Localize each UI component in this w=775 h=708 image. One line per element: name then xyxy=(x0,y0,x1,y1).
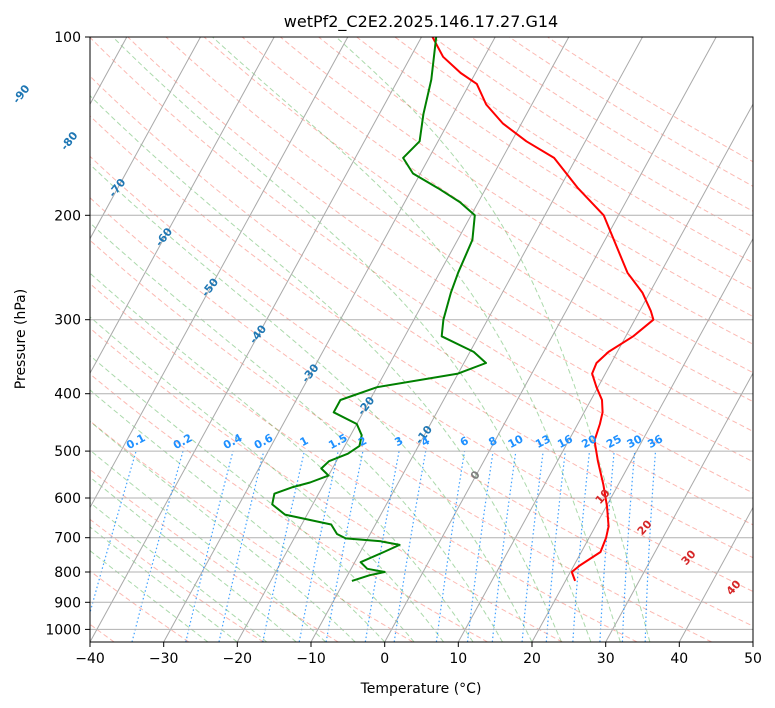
dewpoint-profile xyxy=(271,37,487,582)
y-tick-label: 100 xyxy=(54,30,81,46)
dry-adiabat xyxy=(90,197,753,627)
dry-adiabat xyxy=(280,37,753,345)
isotherm xyxy=(678,506,753,642)
dry-adiabat xyxy=(90,115,753,559)
mixing-ratio-line xyxy=(364,450,400,642)
x-tick-label: 10 xyxy=(449,651,467,667)
isotherm xyxy=(310,37,643,642)
isotherm-label: -90 xyxy=(10,82,33,106)
isotherm xyxy=(457,103,753,642)
x-tick-label: 20 xyxy=(523,651,541,667)
y-tick-label: 400 xyxy=(54,387,81,403)
dry-adiabat xyxy=(318,37,753,318)
mixing-ratio-label: 16 xyxy=(555,432,575,451)
mixing-ratio-label: 30 xyxy=(625,432,645,451)
mixing-ratio-label: 13 xyxy=(533,432,553,451)
x-tick-label: 0 xyxy=(380,651,389,667)
moist-adiabat xyxy=(90,316,444,642)
x-tick-label: 30 xyxy=(597,651,615,667)
dry-adiabat xyxy=(203,37,753,403)
dry-adiabat xyxy=(241,37,753,374)
x-tick-label: −40 xyxy=(75,651,105,667)
x-tick-label: 40 xyxy=(670,651,688,667)
moist-adiabat xyxy=(335,37,651,642)
moist-adiabat xyxy=(90,163,533,642)
mixing-ratio-line xyxy=(90,450,137,615)
dry-adiabat xyxy=(90,75,753,526)
mixing-ratio-line xyxy=(298,450,339,642)
isotherm xyxy=(90,37,422,642)
mixing-ratio-line xyxy=(218,450,265,642)
isotherm xyxy=(605,372,753,642)
isotherm xyxy=(90,37,349,509)
x-tick-label: −20 xyxy=(223,651,253,667)
x-axis-label: Temperature (°C) xyxy=(360,681,482,697)
dry-adiabat xyxy=(90,373,488,642)
y-axis-ticks: 100 200 300 400 500 600 700 800 900 1000 xyxy=(45,30,90,638)
y-tick-label: 500 xyxy=(54,444,81,460)
background-lines xyxy=(90,37,753,642)
x-tick-label: −10 xyxy=(296,651,326,667)
plot-background xyxy=(90,37,753,642)
mixing-ratio-label: 10 xyxy=(506,432,526,451)
moist-adiabat xyxy=(90,550,209,642)
isotherm-label: -80 xyxy=(58,129,81,153)
mixing-ratio-label: 20 xyxy=(579,432,599,451)
dry-adiabat xyxy=(90,282,638,642)
mixing-ratio-line xyxy=(521,451,544,642)
isotherm xyxy=(384,37,717,642)
moist-adiabat xyxy=(90,354,415,642)
dry-adiabat xyxy=(90,239,712,642)
y-tick-label: 600 xyxy=(54,491,81,507)
isotherm xyxy=(531,237,753,642)
plot-frame xyxy=(89,36,754,643)
mixing-ratio-line xyxy=(185,450,234,642)
y-tick-label: 300 xyxy=(54,313,81,329)
x-axis-ticks: −40 −30 −20 −10 0 10 20 30 40 50 xyxy=(75,642,762,667)
isotherm xyxy=(90,37,201,240)
moist-adiabat xyxy=(112,37,592,642)
isotherm xyxy=(236,37,570,642)
chart-title: wetPf2_C2E2.2025.146.17.27.G14 xyxy=(284,12,558,32)
mixing-ratio-line xyxy=(393,450,427,642)
dry-adiabat xyxy=(394,37,753,264)
mixing-ratio-line xyxy=(131,450,184,642)
moist-adiabat xyxy=(90,389,386,642)
moist-adiabat xyxy=(90,501,268,642)
mixing-ratio-line xyxy=(491,451,517,642)
y-tick-label: 1000 xyxy=(45,622,81,638)
dry-adiabat xyxy=(90,518,264,642)
dry-adiabat xyxy=(547,37,753,163)
mixing-ratio-line xyxy=(435,451,466,642)
y-tick-label: 700 xyxy=(54,531,81,547)
pressure-grid xyxy=(90,37,753,630)
mixing-ratio-label: 25 xyxy=(604,432,624,451)
x-tick-label: 50 xyxy=(744,651,762,667)
moist-adiabat xyxy=(90,272,474,642)
y-tick-label: 900 xyxy=(54,595,81,611)
moist-adiabat xyxy=(90,95,562,642)
dry-adiabat xyxy=(509,37,753,187)
y-tick-label: 800 xyxy=(54,565,81,581)
mixing-ratio-line xyxy=(466,451,494,642)
temperature-profile xyxy=(431,37,655,582)
mixing-ratio-line xyxy=(325,450,364,642)
isotherm xyxy=(163,37,496,642)
isotherm xyxy=(90,37,275,375)
dry-adiabat xyxy=(165,37,753,432)
dry-adiabat xyxy=(432,37,753,238)
y-tick-label: 200 xyxy=(54,208,81,224)
dry-adiabat xyxy=(127,37,753,463)
profiles xyxy=(271,37,655,582)
mixing-ratio-label: 36 xyxy=(645,432,665,451)
x-tick-label: −30 xyxy=(149,651,179,667)
isotherm xyxy=(752,640,753,642)
mixing-ratio-line xyxy=(262,450,305,642)
y-axis-label: Pressure (hPa) xyxy=(13,289,29,389)
